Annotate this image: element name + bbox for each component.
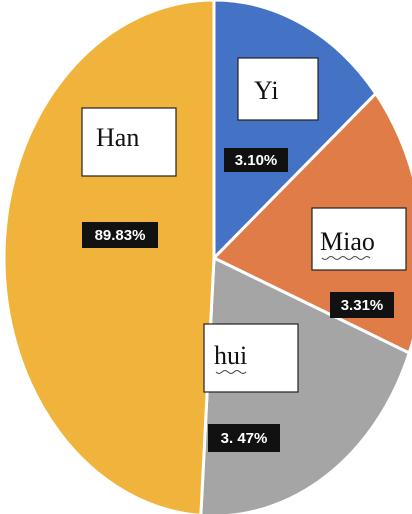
slice-pct-han: 89.83% bbox=[95, 227, 146, 244]
slice-name-han: Han bbox=[96, 123, 139, 152]
label-box-miao bbox=[311, 207, 407, 271]
slice-name-miao: Miao bbox=[320, 227, 375, 256]
pct-box-yi bbox=[224, 148, 288, 172]
pie-slice-han bbox=[2, 0, 216, 514]
pct-box-hui bbox=[208, 424, 280, 452]
slice-pct-miao: 3.31% bbox=[341, 297, 384, 314]
label-box-yi bbox=[237, 57, 319, 121]
slice-name-yi: Yi bbox=[254, 76, 279, 105]
slice-pct-yi: 3.10% bbox=[235, 152, 278, 169]
pct-box-han bbox=[82, 222, 158, 248]
label-box-hui bbox=[203, 323, 299, 393]
label-box-han bbox=[81, 107, 177, 177]
slice-name-hui: hui bbox=[214, 341, 247, 370]
underline-miao bbox=[321, 256, 371, 260]
underline-hui bbox=[215, 370, 247, 374]
pct-box-miao bbox=[330, 292, 394, 318]
pie-labels: Yi 3.10% Miao 3.31% hui 3. 47% Han 89.83… bbox=[81, 57, 407, 452]
slice-pct-hui: 3. 47% bbox=[221, 430, 268, 447]
